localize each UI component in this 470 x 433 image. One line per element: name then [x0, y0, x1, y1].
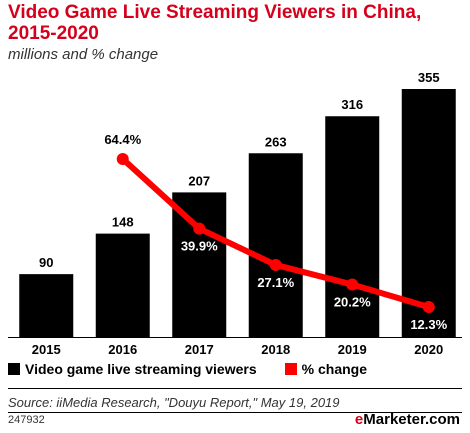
bar-2017 [172, 192, 227, 337]
change-point-2020 [422, 301, 435, 313]
chart-title: Video Game Live Streaming Viewers in Chi… [8, 2, 422, 44]
x-tick-2020: 2020 [414, 342, 443, 357]
legend-item-viewers: Video game live streaming viewers [8, 361, 257, 377]
change-point-2016 [116, 153, 129, 165]
legend-label-viewers: Video game live streaming viewers [25, 361, 257, 377]
bar-label-2019: 316 [341, 97, 363, 112]
legend-item-change: % change [284, 361, 367, 377]
legend-label-change: % change [301, 361, 367, 377]
chart-plot: 90 2015 148 2016 207 2017 263 2018 316 2019 355 202… [8, 70, 462, 357]
bar-2018 [248, 153, 303, 337]
x-tick-2016: 2016 [108, 342, 137, 357]
legend-swatch-change [284, 363, 297, 375]
bar-label-2016: 148 [112, 215, 134, 230]
legend: Video game live streaming viewers % chan… [8, 361, 395, 377]
x-tick-2015: 2015 [32, 342, 61, 357]
bar-2020 [401, 89, 456, 337]
change-label-2016: 64.4% [104, 132, 141, 147]
bar-label-2015: 90 [39, 255, 53, 270]
chart-subtitle: millions and % change [8, 46, 159, 63]
bar-label-2017: 207 [188, 173, 210, 188]
source-note: Source: iiMedia Research, "Douyu Report,… [8, 395, 340, 410]
bar-label-2018: 263 [265, 134, 287, 149]
bar-2016 [95, 233, 150, 337]
change-label-2019: 20.2% [334, 295, 371, 310]
x-tick-2018: 2018 [261, 342, 290, 357]
x-tick-2017: 2017 [185, 342, 214, 357]
change-label-2017: 39.9% [181, 239, 218, 254]
change-label-2020: 12.3% [410, 317, 447, 332]
emarketer-logo: eMarketer.com [354, 411, 460, 428]
bar-2015 [19, 274, 74, 337]
x-tick-2019: 2019 [338, 342, 367, 357]
change-point-2018 [269, 258, 282, 271]
change-label-2018: 27.1% [257, 275, 294, 290]
divider-top [8, 388, 462, 389]
bar-label-2020: 355 [418, 70, 440, 85]
legend-swatch-viewers [8, 363, 20, 375]
change-point-2017 [193, 222, 206, 235]
divider-bottom [8, 412, 462, 413]
bar-2019 [325, 116, 380, 337]
chart-code: 247932 [8, 414, 45, 426]
change-point-2019 [346, 278, 359, 291]
